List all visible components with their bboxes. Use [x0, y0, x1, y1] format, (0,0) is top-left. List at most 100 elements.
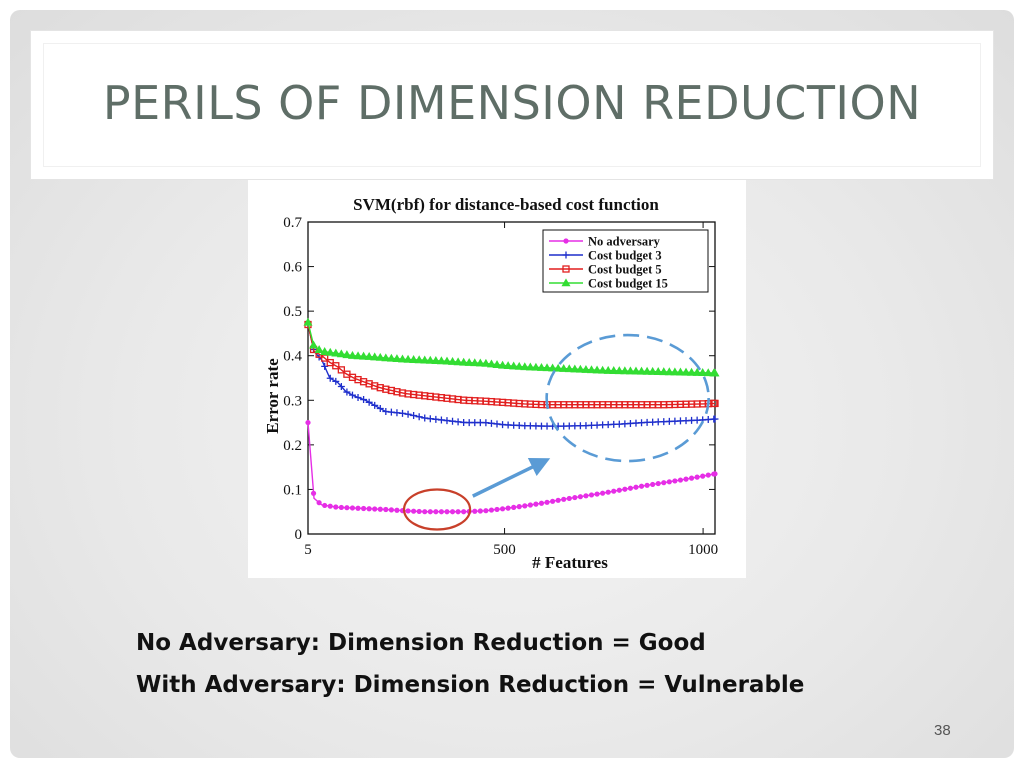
- series-cost-budget-5: [304, 320, 719, 409]
- data-point: [675, 367, 685, 376]
- data-point: [421, 414, 429, 422]
- data-point: [711, 399, 719, 408]
- data-point: [638, 483, 645, 489]
- data-point: [364, 351, 374, 360]
- data-point: [366, 506, 372, 512]
- data-point: [703, 368, 713, 377]
- data-point: [514, 361, 524, 370]
- data-point: [531, 362, 541, 371]
- data-point: [360, 396, 368, 404]
- data-point: [672, 478, 678, 484]
- data-point: [409, 355, 419, 363]
- data-point: [337, 382, 345, 390]
- data-point: [342, 350, 352, 359]
- data-point: [372, 506, 378, 512]
- data-point: [405, 508, 411, 514]
- data-point: [683, 476, 689, 482]
- chart-xlabel: # Features: [532, 553, 608, 572]
- data-point: [670, 367, 680, 376]
- data-point: [637, 366, 647, 375]
- data-point: [464, 357, 474, 366]
- data-point: [511, 504, 517, 510]
- data-point: [527, 502, 533, 508]
- y-tick-label: 0.7: [283, 215, 302, 231]
- data-point: [498, 360, 508, 369]
- data-point: [677, 477, 684, 483]
- data-point: [548, 363, 558, 372]
- data-point: [661, 480, 667, 486]
- data-point: [603, 365, 613, 374]
- data-point: [354, 393, 362, 401]
- data-point: [337, 366, 346, 374]
- data-point: [414, 355, 424, 364]
- data-point: [425, 355, 435, 364]
- caption: No Adversary: Dimension Reduction = Good…: [136, 622, 804, 706]
- data-point: [611, 488, 617, 494]
- data-point: [705, 472, 711, 478]
- data-point: [564, 364, 574, 373]
- data-point: [566, 495, 572, 502]
- data-point: [572, 494, 578, 501]
- data-point: [555, 497, 561, 503]
- data-point: [648, 366, 658, 375]
- data-point: [349, 505, 356, 511]
- data-point: [320, 347, 330, 355]
- legend-entry: No adversary: [588, 235, 661, 249]
- data-point: [650, 481, 656, 488]
- data-point: [563, 238, 569, 244]
- data-point: [588, 492, 595, 498]
- data-point: [321, 354, 329, 362]
- data-point: [600, 490, 606, 496]
- data-point: [583, 493, 589, 499]
- data-point: [415, 413, 423, 421]
- data-point: [331, 348, 341, 357]
- y-tick-label: 0.5: [283, 304, 302, 320]
- data-point: [666, 479, 672, 485]
- title-inner-frame: [43, 43, 981, 167]
- data-point: [655, 480, 661, 487]
- chart-figure: SVM(rbf) for distance-based cost functio…: [248, 180, 746, 578]
- data-point: [562, 251, 570, 259]
- data-point: [664, 367, 674, 376]
- data-point: [698, 368, 708, 376]
- data-point: [575, 364, 585, 373]
- data-point: [461, 509, 467, 515]
- data-point: [411, 508, 417, 514]
- data-point: [436, 356, 446, 365]
- data-point: [310, 490, 317, 496]
- data-point: [403, 354, 413, 363]
- data-point: [322, 502, 328, 509]
- data-point: [431, 356, 441, 364]
- title-band: [30, 30, 994, 180]
- chart-svg: SVM(rbf) for distance-based cost functio…: [263, 195, 720, 572]
- data-point: [688, 475, 695, 481]
- data-point: [625, 366, 635, 375]
- data-point: [494, 506, 500, 513]
- data-point: [459, 357, 469, 366]
- data-point: [561, 496, 567, 502]
- series-cost-budget-3: [304, 321, 719, 430]
- data-point: [360, 505, 367, 512]
- data-point: [477, 508, 483, 514]
- x-tick-label: 1000: [688, 542, 718, 558]
- data-point: [453, 357, 463, 366]
- data-point: [399, 409, 407, 417]
- data-point: [542, 363, 552, 372]
- data-point: [694, 474, 700, 480]
- data-point: [371, 401, 379, 409]
- data-point: [525, 362, 535, 371]
- data-point: [344, 505, 350, 511]
- data-point: [375, 352, 385, 361]
- x-tick-label: 5: [304, 542, 312, 558]
- data-point: [338, 504, 344, 511]
- data-point: [549, 498, 556, 504]
- data-point: [397, 354, 408, 363]
- y-tick-label: 0.4: [283, 349, 302, 365]
- data-point: [598, 365, 608, 374]
- legend-entry: Cost budget 3: [588, 249, 662, 263]
- data-point: [321, 362, 329, 370]
- data-point: [516, 504, 522, 510]
- data-point: [616, 487, 622, 493]
- series-line: [307, 324, 716, 406]
- data-point: [692, 367, 702, 376]
